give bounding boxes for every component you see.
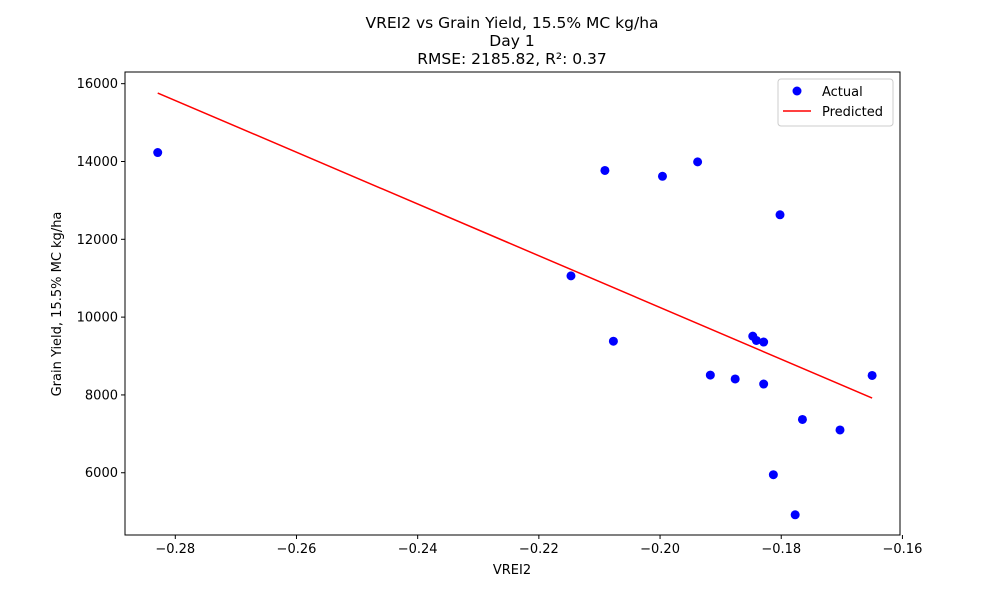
chart-title-line-1: VREI2 vs Grain Yield, 15.5% MC kg/ha: [365, 14, 658, 32]
x-tick-label: −0.28: [155, 542, 195, 557]
x-axis-ticks: −0.28 −0.26 −0.24 −0.22 −0.20 −0.18 −0.16: [155, 535, 922, 557]
x-tick-label: −0.26: [277, 542, 317, 557]
x-tick-label: −0.18: [761, 542, 801, 557]
actual-point: [153, 148, 163, 158]
chart-title-line-2: Day 1: [489, 32, 534, 50]
y-tick-label: 10000: [77, 311, 118, 326]
x-tick-label: −0.20: [640, 542, 680, 557]
chart-title-line-3: RMSE: 2185.82, R²: 0.37: [417, 50, 607, 68]
actual-point: [768, 470, 778, 480]
legend-label-actual: Actual: [822, 85, 863, 100]
actual-point: [751, 335, 761, 345]
actual-point: [759, 337, 769, 347]
actual-point: [775, 210, 785, 220]
y-axis-ticks: 6000 8000 10000 12000 14000 16000: [77, 77, 125, 481]
x-tick-label: −0.22: [519, 542, 559, 557]
actual-point: [730, 374, 740, 384]
actual-point: [608, 336, 618, 346]
actual-point: [797, 414, 807, 424]
actual-point: [759, 379, 769, 389]
legend: Actual Predicted: [777, 78, 894, 127]
actual-point: [705, 370, 715, 380]
actual-point: [867, 370, 877, 380]
x-tick-label: −0.16: [883, 542, 923, 557]
y-axis-label: Grain Yield, 15.5% MC kg/ha: [50, 212, 65, 397]
legend-marker-actual: [792, 86, 802, 96]
actual-point: [600, 165, 610, 175]
y-tick-label: 16000: [77, 77, 118, 92]
x-tick-label: −0.24: [398, 542, 438, 557]
actual-point: [657, 171, 667, 181]
y-tick-label: 6000: [85, 466, 118, 481]
actual-point: [566, 271, 576, 281]
x-axis-label: VREI2: [493, 563, 531, 578]
legend-label-predicted: Predicted: [822, 105, 883, 120]
actual-point: [835, 425, 845, 435]
series-layer: [153, 92, 877, 520]
legend-frame: [777, 78, 894, 127]
y-tick-label: 12000: [77, 233, 118, 248]
actual-point: [693, 157, 703, 167]
actual-point: [790, 510, 800, 520]
y-tick-label: 8000: [85, 388, 118, 403]
predicted-line: [157, 92, 873, 399]
y-tick-label: 14000: [77, 155, 118, 170]
plot-area-frame: [124, 71, 901, 536]
